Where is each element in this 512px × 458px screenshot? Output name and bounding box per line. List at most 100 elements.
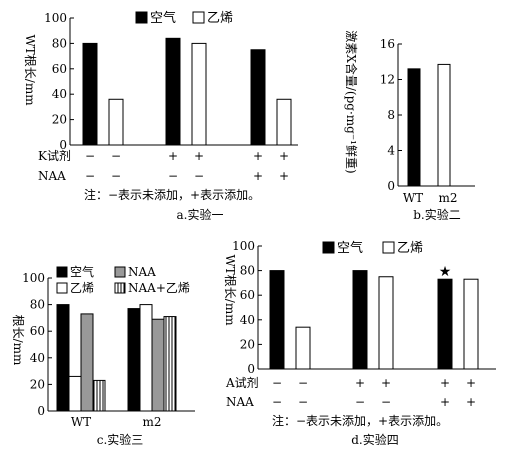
chart-a-y-tick-label: 60: [52, 62, 67, 76]
legend-label: 乙烯: [70, 281, 94, 295]
treatment-mark: +: [194, 149, 204, 163]
chart-c-y-tick-label: 60: [30, 324, 45, 338]
chart-a-legend: 空气 乙烯: [135, 10, 233, 26]
bar: [139, 304, 153, 412]
bar: [82, 42, 98, 146]
chart-a-caption: a.实验一: [177, 207, 224, 222]
chart-d-caption: d.实验四: [351, 432, 399, 447]
treatment-mark: +: [355, 376, 365, 390]
chart-a-y-tick-label: 100: [44, 11, 67, 25]
chart-d-y-tick-label: 60: [240, 288, 255, 302]
treatment-mark: +: [466, 395, 476, 409]
bar: [250, 49, 266, 146]
treatment-mark: −: [194, 169, 204, 183]
treatment-label: NAA: [38, 169, 66, 183]
treatment-mark: +: [253, 169, 263, 183]
chart-c-x-tick-label: m2: [142, 415, 161, 429]
chart-c-y-tick-label: 100: [22, 271, 45, 285]
chart-c-ylabel: 根长/mm: [11, 315, 25, 366]
treatment-mark: +: [466, 376, 476, 390]
chart-d: WT根长/mm 0 20 40 60 80 100 ★ 空气 乙烯 A试剂 NAA − − +…: [223, 239, 496, 447]
bar: [92, 379, 106, 412]
bar: [56, 304, 70, 412]
legend-swatch-naa: [114, 266, 126, 278]
chart-a-y-tick-label: 20: [52, 113, 67, 127]
chart-d-y-tick-label: 80: [240, 264, 255, 278]
chart-d-y-tick-label: 20: [240, 337, 255, 351]
bar: [437, 278, 453, 370]
treatment-mark: −: [355, 395, 365, 409]
treatment-mark: +: [279, 169, 289, 183]
treatment-mark: −: [168, 169, 178, 183]
chart-c-y-tick-label: 80: [30, 298, 45, 312]
legend-label: NAA: [128, 265, 156, 279]
treatment-mark: +: [279, 149, 289, 163]
treatment-mark: +: [168, 149, 178, 163]
legend-swatch-air: [322, 241, 335, 254]
legend-swatch-air: [135, 11, 148, 24]
treatment-mark: −: [298, 395, 308, 409]
chart-a-y-tick-label: 0: [59, 138, 67, 152]
treatment-mark: −: [85, 169, 95, 183]
chart-d-ylabel: WT根长/mm: [223, 254, 237, 326]
treatment-mark: −: [111, 169, 121, 183]
chart-b-x-tick-label: WT: [403, 191, 423, 205]
chart-a: WT根长/mm 0 20 40 60 80 100 空气 乙烯 K试剂 NAA − − + + +…: [23, 10, 298, 222]
treatment-mark: +: [253, 149, 263, 163]
chart-b-y-tick-label: 0: [387, 179, 395, 193]
chart-c-y-tick-label: 20: [30, 377, 45, 391]
chart-d-y-tick-label: 40: [240, 313, 255, 327]
chart-a-note: 注：−表示未添加，+表示添加。: [84, 187, 260, 202]
chart-b: 激素X含量/(pg·mg⁻¹鲜重) 0 4 8 12 16 WT m2 b.实验二: [344, 30, 475, 222]
chart-b-caption: b.实验二: [413, 207, 461, 222]
legend-label: 乙烯: [207, 11, 233, 26]
treatment-mark: −: [85, 149, 95, 163]
treatment-label: K试剂: [38, 148, 71, 163]
chart-a-y-tick-label: 40: [52, 87, 67, 101]
bar: [80, 313, 94, 412]
chart-c-y-tick-label: 40: [30, 351, 45, 365]
legend-label: 空气: [150, 10, 176, 26]
legend-swatch-ethylene: [192, 11, 205, 24]
bar: [151, 318, 165, 412]
bar: [295, 326, 311, 370]
treatment-mark: −: [381, 395, 391, 409]
bar: [269, 270, 285, 370]
chart-b-y-tick-label: 8: [387, 108, 395, 122]
chart-c-caption: c.实验三: [97, 432, 144, 447]
chart-b-y-tick-label: 16: [380, 37, 395, 51]
treatment-mark: −: [298, 376, 308, 390]
treatment-mark: +: [381, 376, 391, 390]
chart-a-ylabel: WT根长/mm: [23, 34, 37, 106]
chart-c-legend: 空气 NAA 乙烯 NAA+乙烯: [56, 264, 190, 295]
bar: [352, 270, 368, 370]
bar: [165, 37, 181, 146]
bar: [378, 276, 394, 370]
legend-label: 空气: [337, 240, 363, 256]
chart-a-y-tick-label: 80: [52, 36, 67, 50]
chart-b-x-tick-label: m2: [438, 191, 457, 205]
legend-label: NAA+乙烯: [128, 281, 190, 295]
bar: [191, 42, 207, 146]
bar: [276, 98, 292, 146]
legend-swatch-naa-ethylene: [114, 282, 126, 294]
legend-swatch-ethylene: [382, 241, 395, 254]
bar: [437, 63, 451, 187]
chart-d-legend: 空气 乙烯: [322, 240, 423, 256]
chart-c-y-tick-label: 0: [37, 404, 45, 418]
treatment-mark: +: [440, 395, 450, 409]
treatment-label: NAA: [226, 395, 254, 409]
chart-d-y-tick-label: 100: [232, 239, 255, 253]
chart-b-y-tick-label: 12: [380, 73, 395, 87]
bar: [463, 278, 479, 370]
bar: [68, 375, 82, 412]
treatment-mark: −: [272, 395, 282, 409]
chart-c-x-tick-label: WT: [71, 415, 91, 429]
treatment-mark: −: [111, 149, 121, 163]
bar: [163, 316, 177, 412]
bar: [108, 98, 124, 146]
chart-c: 根长/mm 0 20 40 60 80 100 WT m2 空气 NAA 乙烯 NAA+乙烯…: [11, 264, 195, 447]
chart-d-note: 注：−表示未添加，+表示添加。: [272, 413, 448, 428]
legend-label: 空气: [70, 264, 94, 279]
